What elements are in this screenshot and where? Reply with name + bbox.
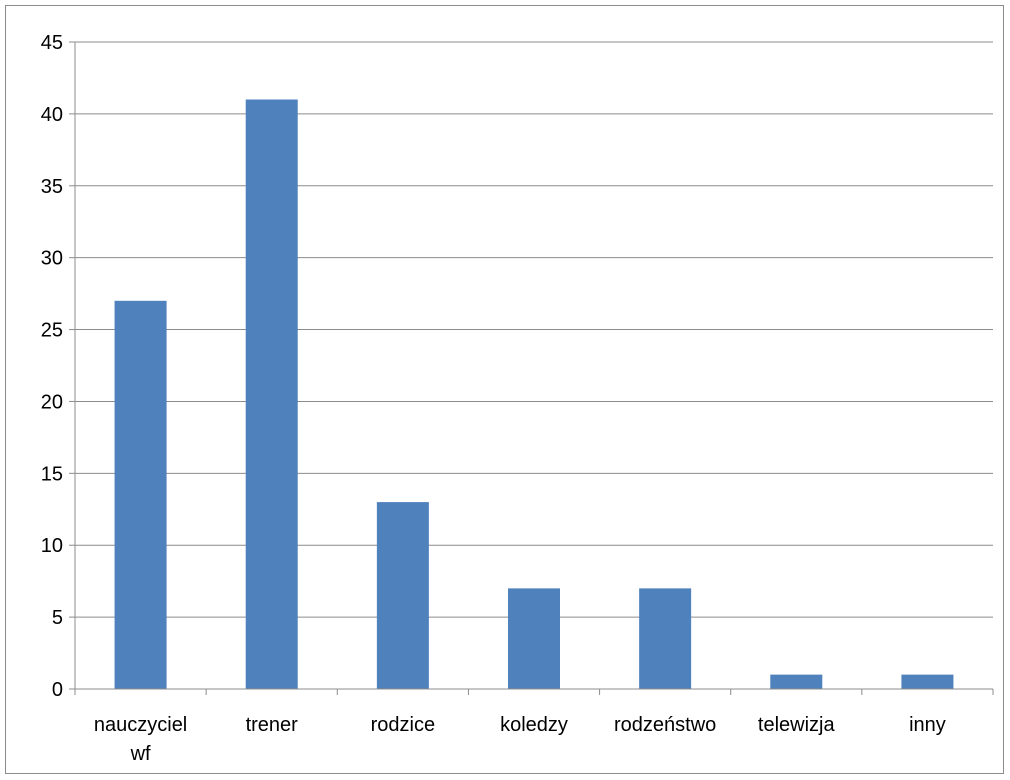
y-tick-label: 15 [41,463,63,485]
y-tick-label: 35 [41,176,63,198]
y-tick-label: 30 [41,248,63,270]
bar [770,674,823,689]
x-category-label: koledzy [500,714,568,736]
y-tick-label: 5 [52,607,63,629]
y-tick-labels: 0 5 10 15 20 25 30 35 40 45 [41,32,63,701]
y-tick-label: 20 [41,391,63,413]
y-tick-label: 25 [41,320,63,342]
gridlines [75,41,993,618]
x-category-label: inny [909,714,946,736]
axes [69,41,994,695]
bar [639,588,692,689]
x-category-label: rodzice [371,714,435,736]
y-tick-label: 0 [52,679,63,701]
x-category-label-line: wf [130,743,151,765]
x-category-label-line: rodzeństwo [614,714,716,736]
bar [245,99,298,689]
x-category-label-line: koledzy [500,714,568,736]
bar [376,502,429,689]
y-tick-label: 40 [41,104,63,126]
bars [114,99,954,689]
x-category-label: trener [246,714,299,736]
x-category-label: telewizja [758,714,836,736]
y-tick-label: 10 [41,535,63,557]
bar [114,300,167,689]
x-category-label: nauczyciel wf [94,714,187,765]
bar [901,674,954,689]
y-tick-label: 45 [41,32,63,54]
x-category-label-line: nauczyciel [94,714,187,736]
x-category-label-line: inny [909,714,946,736]
x-category-label-line: telewizja [758,714,836,736]
chart-frame [5,5,1004,774]
x-category-label-line: trener [246,714,299,736]
bar [508,588,560,689]
x-category-label: rodzeństwo [614,714,716,736]
x-category-label-line: rodzice [371,714,435,736]
x-category-labels: nauczyciel wf trener rodzice koledzy rodzeńst… [94,714,946,765]
